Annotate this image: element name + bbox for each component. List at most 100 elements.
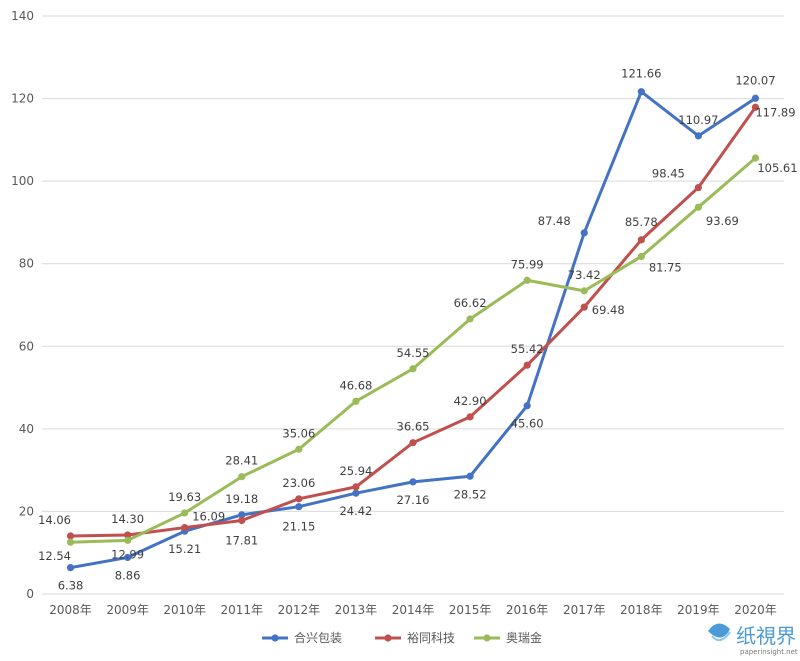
data-label: 42.90 — [454, 394, 487, 408]
series-lines — [66, 88, 760, 572]
legend-label: 奥瑞金 — [506, 630, 542, 645]
data-point — [466, 315, 474, 323]
data-label: 28.41 — [225, 454, 258, 468]
data-label: 117.89 — [755, 105, 795, 119]
watermark-url: paperinsight.net — [740, 648, 798, 656]
data-label: 75.99 — [511, 257, 544, 271]
y-axis: 0 20 40 60 80 100 120 140 — [11, 9, 34, 601]
data-point — [694, 132, 702, 140]
data-point — [181, 523, 189, 532]
data-label: 110.97 — [678, 113, 718, 127]
x-tick-label: 2015年 — [449, 603, 492, 617]
data-point — [295, 445, 303, 453]
data-point — [523, 276, 531, 284]
y-tick-label: 60 — [19, 339, 34, 353]
data-label: 17.81 — [225, 533, 258, 547]
data-point — [66, 538, 75, 546]
data-label: 24.42 — [339, 504, 372, 518]
y-tick-label: 0 — [26, 587, 34, 601]
data-label: 19.63 — [168, 490, 201, 504]
grid-lines — [42, 15, 784, 595]
data-label: 12.54 — [38, 549, 71, 563]
data-point — [580, 229, 588, 237]
legend-label: 合兴包装 — [294, 630, 342, 645]
data-label: 19.18 — [225, 492, 258, 506]
data-point — [295, 503, 303, 511]
data-label: 93.69 — [706, 214, 739, 228]
data-point — [466, 472, 474, 480]
data-point — [124, 553, 132, 562]
x-tick-label: 2017年 — [563, 603, 606, 617]
x-tick-label: 2011年 — [220, 603, 263, 617]
data-point — [409, 365, 417, 373]
data-point — [66, 532, 75, 540]
legend-label: 裕同科技 — [407, 630, 455, 645]
data-label: 54.55 — [397, 346, 430, 360]
x-axis: 2008年 2009年 2010年 2011年 2012年 2013年 2014年 2015年… — [49, 603, 776, 617]
data-label: 81.75 — [649, 260, 682, 274]
data-point — [637, 88, 645, 96]
data-point — [124, 536, 132, 544]
data-label: 36.65 — [397, 420, 430, 434]
data-point — [637, 252, 645, 261]
data-label: 105.61 — [757, 161, 797, 175]
data-label: 121.66 — [621, 67, 661, 81]
y-tick-label: 120 — [11, 92, 34, 106]
y-tick-label: 100 — [11, 174, 34, 188]
x-tick-label: 2014年 — [392, 603, 435, 617]
x-tick-label: 2008年 — [49, 603, 92, 617]
x-tick-label: 2018年 — [620, 603, 663, 617]
data-point — [295, 495, 303, 503]
data-point — [751, 103, 760, 111]
data-point — [580, 287, 588, 295]
data-point — [352, 483, 360, 491]
data-label: 6.38 — [58, 579, 84, 593]
data-point — [124, 531, 132, 539]
data-label: 25.94 — [339, 464, 372, 478]
data-label: 98.45 — [652, 167, 685, 181]
data-point — [352, 489, 360, 497]
data-point — [580, 303, 588, 311]
data-label: 12.99 — [111, 547, 144, 561]
x-tick-label: 2009年 — [106, 603, 149, 617]
y-tick-label: 40 — [19, 422, 34, 436]
data-point — [751, 154, 760, 162]
data-label: 16.09 — [192, 510, 225, 524]
x-tick-label: 2010年 — [163, 603, 206, 617]
data-point — [238, 511, 246, 519]
x-tick-label: 2020年 — [734, 603, 777, 617]
data-label: 28.52 — [454, 487, 487, 501]
legend-swatch-marker — [483, 634, 491, 642]
x-tick-label: 2012年 — [278, 603, 321, 617]
data-label: 14.06 — [38, 513, 71, 527]
data-label: 46.68 — [339, 378, 372, 392]
data-point — [523, 361, 531, 369]
data-label: 8.86 — [115, 568, 141, 582]
data-label: 66.62 — [454, 296, 487, 310]
data-point — [238, 516, 246, 525]
legend-swatch-marker — [271, 634, 279, 642]
data-label: 120.07 — [735, 73, 775, 87]
data-point — [409, 478, 417, 486]
watermark: 纸視界 paperinsight.net — [708, 623, 798, 656]
data-label: 87.48 — [538, 214, 571, 228]
x-tick-label: 2016年 — [506, 603, 549, 617]
data-point — [238, 473, 246, 481]
data-point — [352, 397, 360, 405]
data-point — [751, 94, 760, 102]
x-tick-label: 2013年 — [335, 603, 378, 617]
watermark-logo-icon — [708, 623, 731, 642]
data-point — [466, 413, 474, 421]
legend: 合兴包装 裕同科技 奥瑞金 — [262, 630, 542, 645]
data-label: 15.21 — [168, 542, 201, 556]
data-point — [694, 203, 702, 211]
data-point — [694, 183, 702, 192]
data-label: 85.78 — [625, 215, 658, 229]
y-tick-label: 80 — [19, 257, 34, 271]
data-label: 21.15 — [282, 520, 315, 534]
data-label: 55.42 — [511, 342, 544, 356]
data-label: 27.16 — [397, 493, 430, 507]
data-point — [637, 236, 645, 244]
data-point — [523, 402, 531, 410]
